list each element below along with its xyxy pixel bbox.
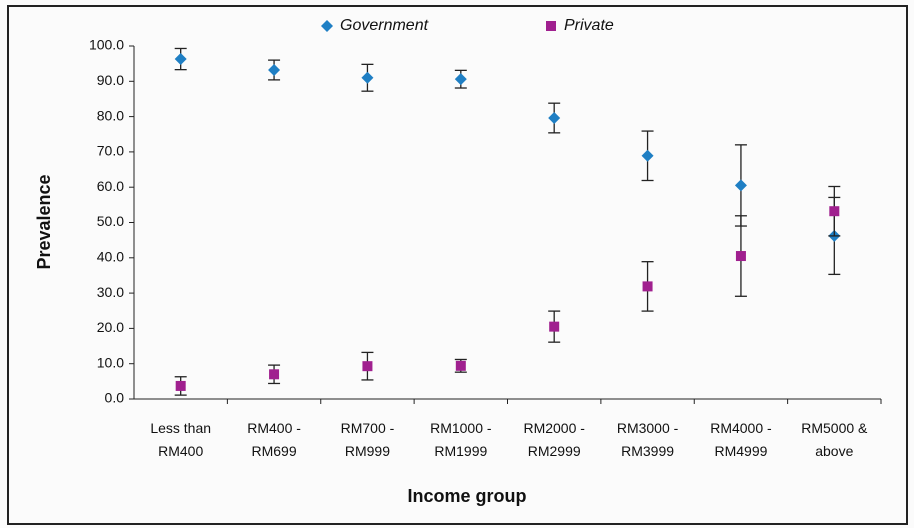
marker [174, 53, 187, 66]
x-tick-label: RM700 - RM999 [340, 420, 395, 459]
y-tick-label: 100.0 [89, 37, 124, 53]
marker [829, 206, 840, 217]
y-tick-label: 60.0 [97, 178, 124, 194]
y-tick-label: 40.0 [97, 249, 124, 265]
x-tick-label: RM5000 & above [801, 420, 868, 459]
marker [642, 281, 653, 292]
marker [321, 20, 333, 32]
marker [549, 321, 560, 332]
legend-label: Government [340, 17, 429, 34]
marker [268, 64, 281, 77]
x-tick-label: RM2000 - RM2999 [523, 420, 585, 459]
y-tick-label: 50.0 [97, 213, 124, 229]
y-tick-label: 70.0 [97, 143, 124, 159]
x-tick-label: RM4000 - RM4999 [710, 420, 772, 459]
marker [735, 251, 746, 262]
y-tick-label: 30.0 [97, 284, 124, 300]
marker [175, 380, 186, 391]
frame [7, 5, 908, 525]
x-tick-label: Less than RM400 [150, 420, 212, 459]
y-tick-label: 10.0 [97, 354, 124, 370]
marker [455, 360, 466, 371]
marker [362, 361, 373, 372]
y-tick-label: 80.0 [97, 107, 124, 123]
x-tick-label: RM3000 - RM3999 [616, 420, 679, 459]
legend-label: Private [564, 17, 614, 34]
y-tick-label: 90.0 [97, 72, 124, 88]
marker [361, 71, 374, 84]
marker [734, 179, 747, 192]
marker [269, 369, 280, 380]
y-axis-title: Prevalence [34, 174, 54, 269]
x-axis-title: Income group [407, 486, 526, 506]
marker [641, 149, 654, 162]
marker [548, 112, 561, 125]
y-tick-label: 20.0 [97, 319, 124, 335]
y-tick-label: 0.0 [105, 390, 125, 406]
x-tick-label: RM400 - RM699 [247, 420, 301, 459]
marker [454, 73, 467, 86]
x-tick-label: RM1000 - RM1999 [430, 420, 492, 459]
marker [546, 21, 556, 31]
